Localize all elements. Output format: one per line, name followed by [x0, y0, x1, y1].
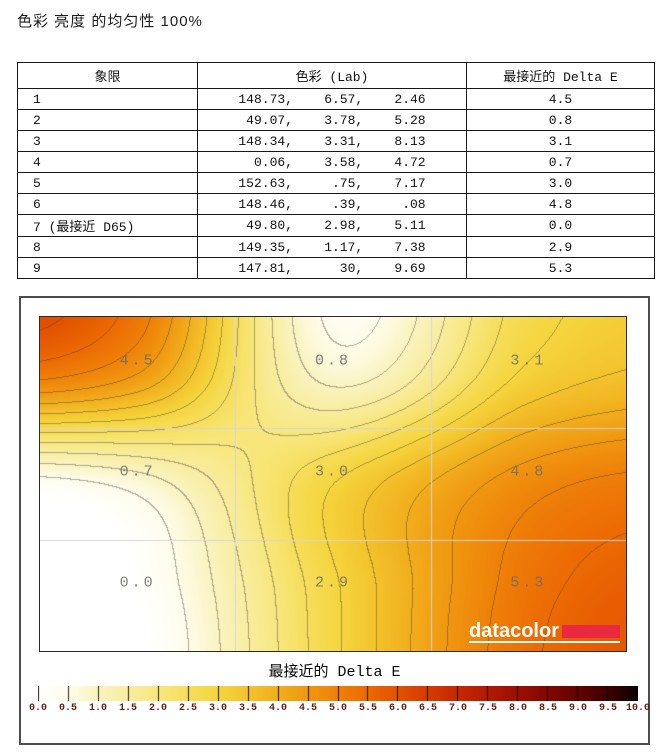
delta-e-cell: 3.0 — [466, 172, 655, 194]
contour-map-canvas — [40, 317, 626, 651]
column-header-quadrant: 象限 — [17, 62, 198, 89]
colorbar-tick-label: 1.0 — [88, 703, 108, 714]
lab-values-cell: 149.35, 1.17, 7.38 — [197, 236, 467, 258]
table-row: 8 149.35, 1.17, 7.38 2.9 — [17, 236, 655, 258]
datacolor-logo: datacolor — [468, 620, 620, 643]
datacolor-logo-text: datacolor — [468, 620, 559, 642]
table-row: 5 152.63, .75, 7.17 3.0 — [17, 172, 655, 194]
lab-values-cell: 49.07, 3.78, 5.28 — [197, 109, 467, 131]
delta-e-cell: 0.0 — [466, 214, 655, 237]
colorbar-tick-label: 3.5 — [238, 703, 258, 714]
colorbar-tick-label: 5.5 — [358, 703, 378, 714]
colorbar-tick-label: 5.0 — [328, 703, 348, 714]
colorbar-title: 最接近的 Delta E — [268, 664, 401, 681]
lab-values-cell: 0.06, 3.58, 4.72 — [197, 151, 467, 173]
colorbar-tick-label: 8.0 — [508, 703, 528, 714]
delta-e-cell: 0.7 — [466, 151, 655, 173]
datacolor-logo-bar — [562, 625, 620, 638]
colorbar-tick-label: 7.0 — [448, 703, 468, 714]
column-header-lab: 色彩 (Lab) — [197, 62, 467, 89]
colorbar-tick-label: 2.5 — [178, 703, 198, 714]
quadrant-cell: 7 (最接近 D65) — [17, 214, 198, 237]
colorbar-tick-label: 0.0 — [28, 703, 48, 714]
table-row: 7 (最接近 D65) 49.80, 2.98, 5.11 0.0 — [17, 214, 655, 237]
table-header-row: 象限 色彩 (Lab) 最接近的 Delta E — [17, 62, 655, 89]
colorbar-tick-label: 8.5 — [538, 703, 558, 714]
colorbar-tick-label: 6.0 — [388, 703, 408, 714]
colorbar-tick-label: 10.0 — [625, 703, 651, 714]
colorbar-tick-label: 9.0 — [568, 703, 588, 714]
colorbar-canvas — [38, 686, 638, 701]
uniformity-table: 象限 色彩 (Lab) 最接近的 Delta E 1 148.73, 6.57, … — [17, 62, 655, 279]
colorbar-tick-labels: 0.0 0.5 1.0 1.5 2.0 2.5 3.0 3.5 4.0 4.5 5.0 5.5 6.0 6… — [29, 703, 650, 716]
lab-values-cell: 147.81, 30, 9.69 — [197, 257, 467, 279]
lab-values-cell: 49.80, 2.98, 5.11 — [197, 214, 467, 237]
quadrant-cell: 1 — [17, 88, 198, 110]
lab-values-cell: 148.46, .39, .08 — [197, 193, 467, 215]
delta-e-cell: 3.1 — [466, 130, 655, 152]
colorbar-tick-label: 1.5 — [118, 703, 138, 714]
table-row: 2 49.07, 3.78, 5.28 0.8 — [17, 109, 655, 131]
table-row: 4 0.06, 3.58, 4.72 0.7 — [17, 151, 655, 173]
delta-e-cell: 4.5 — [466, 88, 655, 110]
lab-values-cell: 152.63, .75, 7.17 — [197, 172, 467, 194]
table-row: 9 147.81, 30, 9.69 5.3 — [17, 257, 655, 279]
uniformity-chart-panel: 4.5 0.8 3.1 0.7 3.0 4.8 0.0 2.9 5.3 datacolor 最接… — [19, 296, 650, 745]
colorbar-tick-label: 4.0 — [268, 703, 288, 714]
page-title: 色彩 亮度 的均匀性 100% — [17, 13, 203, 30]
colorbar-tick-label: 9.5 — [598, 703, 618, 714]
quadrant-cell: 8 — [17, 236, 198, 258]
quadrant-cell: 4 — [17, 151, 198, 173]
table-row: 1 148.73, 6.57, 2.46 4.5 — [17, 88, 655, 110]
colorbar-tick-label: 0.5 — [58, 703, 78, 714]
column-header-delta-e: 最接近的 Delta E — [466, 62, 655, 89]
table-row: 3 148.34, 3.31, 8.13 3.1 — [17, 130, 655, 152]
lab-values-cell: 148.73, 6.57, 2.46 — [197, 88, 467, 110]
colorbar-tick-label: 2.0 — [148, 703, 168, 714]
quadrant-cell: 9 — [17, 257, 198, 279]
delta-e-cell: 0.8 — [466, 109, 655, 131]
colorbar — [38, 686, 638, 701]
quadrant-cell: 6 — [17, 193, 198, 215]
quadrant-cell: 3 — [17, 130, 198, 152]
colorbar-tick-label: 4.5 — [298, 703, 318, 714]
quadrant-cell: 2 — [17, 109, 198, 131]
colorbar-tick-label: 3.0 — [208, 703, 228, 714]
colorbar-tick-label: 6.5 — [418, 703, 438, 714]
lab-values-cell: 148.34, 3.31, 8.13 — [197, 130, 467, 152]
contour-map: 4.5 0.8 3.1 0.7 3.0 4.8 0.0 2.9 5.3 datacolor — [39, 316, 627, 652]
quadrant-cell: 5 — [17, 172, 198, 194]
delta-e-cell: 5.3 — [466, 257, 655, 279]
delta-e-cell: 2.9 — [466, 236, 655, 258]
delta-e-cell: 4.8 — [466, 193, 655, 215]
table-row: 6 148.46, .39, .08 4.8 — [17, 193, 655, 215]
colorbar-tick-label: 7.5 — [478, 703, 498, 714]
